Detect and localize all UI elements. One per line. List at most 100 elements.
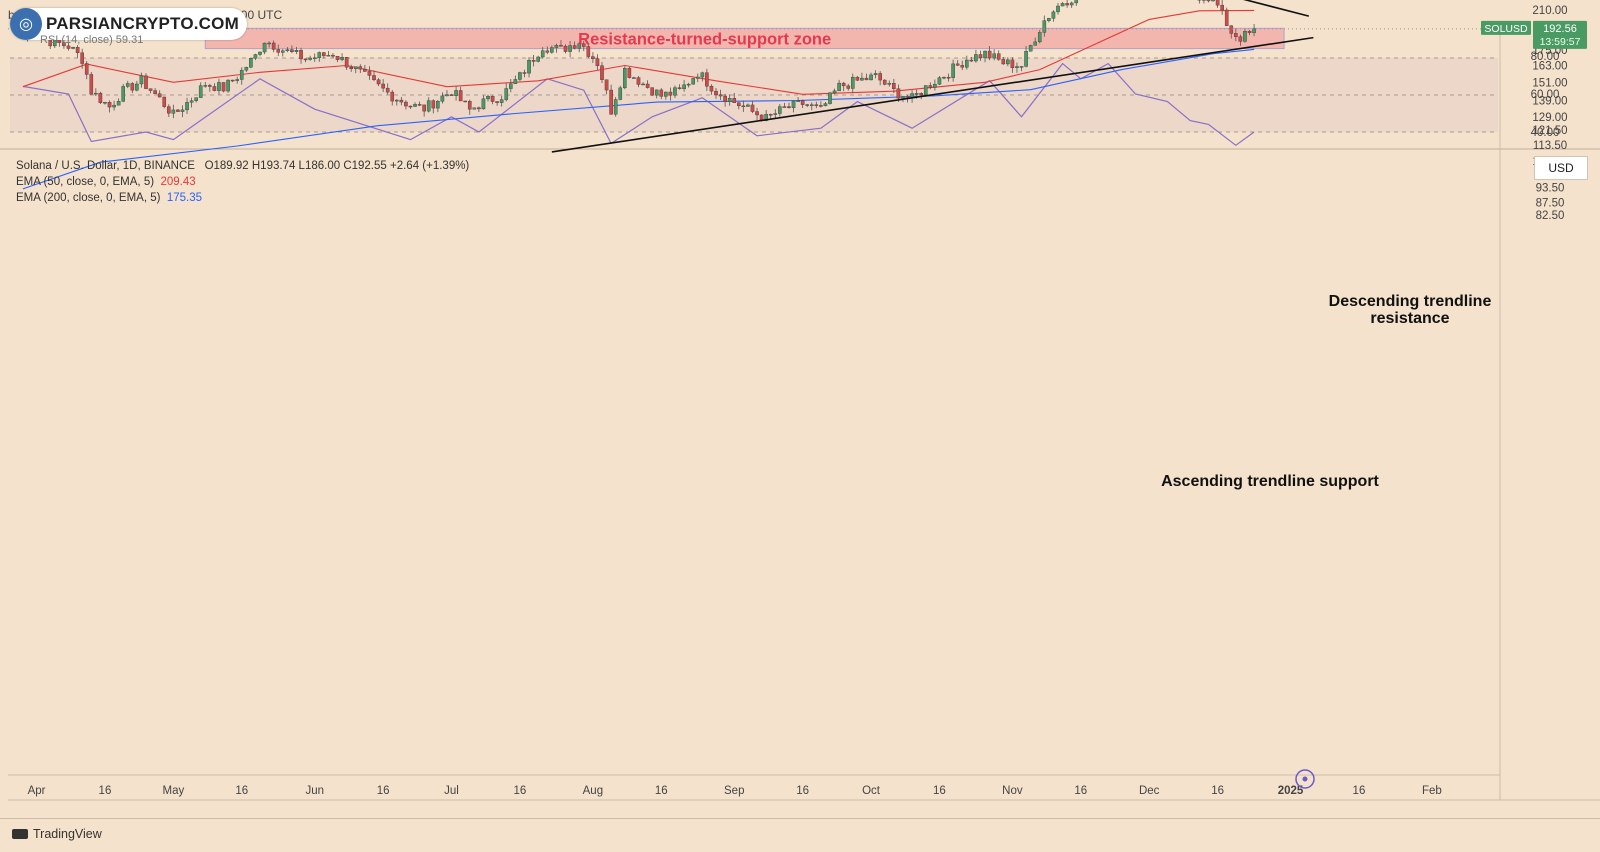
candle-body bbox=[705, 73, 708, 86]
candle-body bbox=[1029, 45, 1032, 51]
candle-body bbox=[386, 88, 389, 92]
candle-body bbox=[1066, 3, 1069, 5]
candle-body bbox=[272, 43, 275, 49]
candle-body bbox=[204, 85, 207, 86]
candle-body bbox=[546, 51, 549, 53]
candle-body bbox=[382, 84, 385, 88]
candle-body bbox=[231, 80, 234, 81]
candle-body bbox=[195, 98, 198, 101]
candle-body bbox=[372, 75, 375, 79]
candle-body bbox=[254, 55, 257, 59]
candle-body bbox=[249, 58, 252, 67]
candle-body bbox=[464, 101, 467, 102]
price-tick-label: 121.50 bbox=[1532, 125, 1567, 137]
candle-body bbox=[418, 104, 421, 105]
candle-body bbox=[664, 92, 667, 96]
candle-body bbox=[856, 77, 859, 80]
candle-body bbox=[865, 78, 868, 80]
candle-body bbox=[920, 93, 923, 95]
legend-ema50-row[interactable]: EMA (50, close, 0, EMA, 5) 209.43 bbox=[16, 176, 196, 188]
candle-body bbox=[888, 83, 891, 84]
candle-body bbox=[527, 60, 530, 73]
candle-body bbox=[427, 101, 430, 112]
tradingview-logo[interactable]: TradingView bbox=[12, 827, 102, 841]
candle-body bbox=[801, 101, 804, 105]
watermark-text: PARSIANCRYPTO.COM bbox=[46, 14, 239, 34]
candle-body bbox=[322, 53, 325, 56]
candle-body bbox=[1052, 12, 1055, 18]
candle-body bbox=[710, 86, 713, 91]
rsi-legend: RSI (14, close) 59.31 bbox=[40, 34, 143, 46]
candle-body bbox=[851, 77, 854, 88]
candle-body bbox=[71, 47, 74, 48]
candle-body bbox=[318, 53, 321, 58]
candle-body bbox=[491, 96, 494, 101]
descending-trendline-label-line2: resistance bbox=[1370, 310, 1449, 327]
candle-body bbox=[1239, 37, 1242, 42]
candle-body bbox=[486, 96, 489, 99]
candle-body bbox=[158, 94, 161, 97]
candle-body bbox=[860, 78, 863, 80]
candle-body bbox=[436, 101, 439, 108]
candle-body bbox=[979, 54, 982, 57]
candle-body bbox=[568, 46, 571, 52]
symbol-badge-text: SOLUSD bbox=[1484, 23, 1528, 35]
candle-body bbox=[1038, 32, 1041, 41]
candle-body bbox=[988, 51, 991, 58]
candle-body bbox=[509, 84, 512, 89]
candle-body bbox=[796, 101, 799, 102]
candle-body bbox=[144, 76, 147, 89]
candle-body bbox=[126, 83, 129, 86]
candle-body bbox=[445, 95, 448, 96]
candle-body bbox=[792, 101, 795, 108]
candle-body bbox=[965, 60, 968, 67]
candle-body bbox=[413, 104, 416, 106]
candle-body bbox=[783, 107, 786, 108]
time-tick-label: Feb bbox=[1422, 785, 1442, 797]
candle-body bbox=[1047, 18, 1050, 20]
candle-body bbox=[199, 86, 202, 98]
candle-body bbox=[1252, 29, 1255, 33]
candle-body bbox=[1024, 51, 1027, 66]
candle-body bbox=[1015, 67, 1018, 68]
candle-body bbox=[655, 90, 658, 95]
candle-body bbox=[692, 78, 695, 84]
candle-body bbox=[181, 110, 184, 112]
candle-body bbox=[610, 90, 613, 114]
time-tick-label: 16 bbox=[99, 785, 112, 797]
candle-body bbox=[819, 105, 822, 106]
candle-body bbox=[459, 90, 462, 101]
candle-body bbox=[828, 93, 831, 104]
time-tick-label: Dec bbox=[1139, 785, 1160, 797]
candle-body bbox=[956, 64, 959, 65]
candle-body bbox=[910, 94, 913, 98]
currency-button[interactable]: USD bbox=[1534, 156, 1588, 180]
candle-body bbox=[555, 45, 558, 47]
candle-body bbox=[473, 108, 476, 109]
time-tick-label: May bbox=[162, 785, 184, 797]
candle-body bbox=[669, 92, 672, 95]
price-tick-label: 113.50 bbox=[1533, 140, 1567, 152]
candle-body bbox=[924, 86, 927, 96]
legend-ema50-value: 209.43 bbox=[160, 176, 195, 188]
candle-body bbox=[1056, 6, 1059, 12]
candle-body bbox=[441, 96, 444, 101]
candle-body bbox=[573, 46, 576, 49]
candle-body bbox=[810, 105, 813, 106]
candle-body bbox=[122, 86, 125, 101]
candle-body bbox=[892, 83, 895, 88]
candle-body bbox=[687, 84, 690, 85]
time-tick-label: Aug bbox=[583, 785, 603, 797]
legend-ohlc: O189.92 H193.74 L186.00 C192.55 +2.64 (+… bbox=[205, 160, 470, 172]
candle-body bbox=[1075, 0, 1078, 3]
candle-body bbox=[103, 102, 106, 103]
legend-ema200-row[interactable]: EMA (200, close, 0, EMA, 5) 175.35 bbox=[16, 192, 202, 204]
candle-body bbox=[619, 88, 622, 100]
candle-body bbox=[163, 97, 166, 107]
target-icon-dot bbox=[1303, 777, 1308, 782]
candle-body bbox=[961, 65, 964, 67]
candle-body bbox=[240, 70, 243, 79]
candle-body bbox=[1011, 60, 1014, 68]
candle-body bbox=[605, 80, 608, 90]
